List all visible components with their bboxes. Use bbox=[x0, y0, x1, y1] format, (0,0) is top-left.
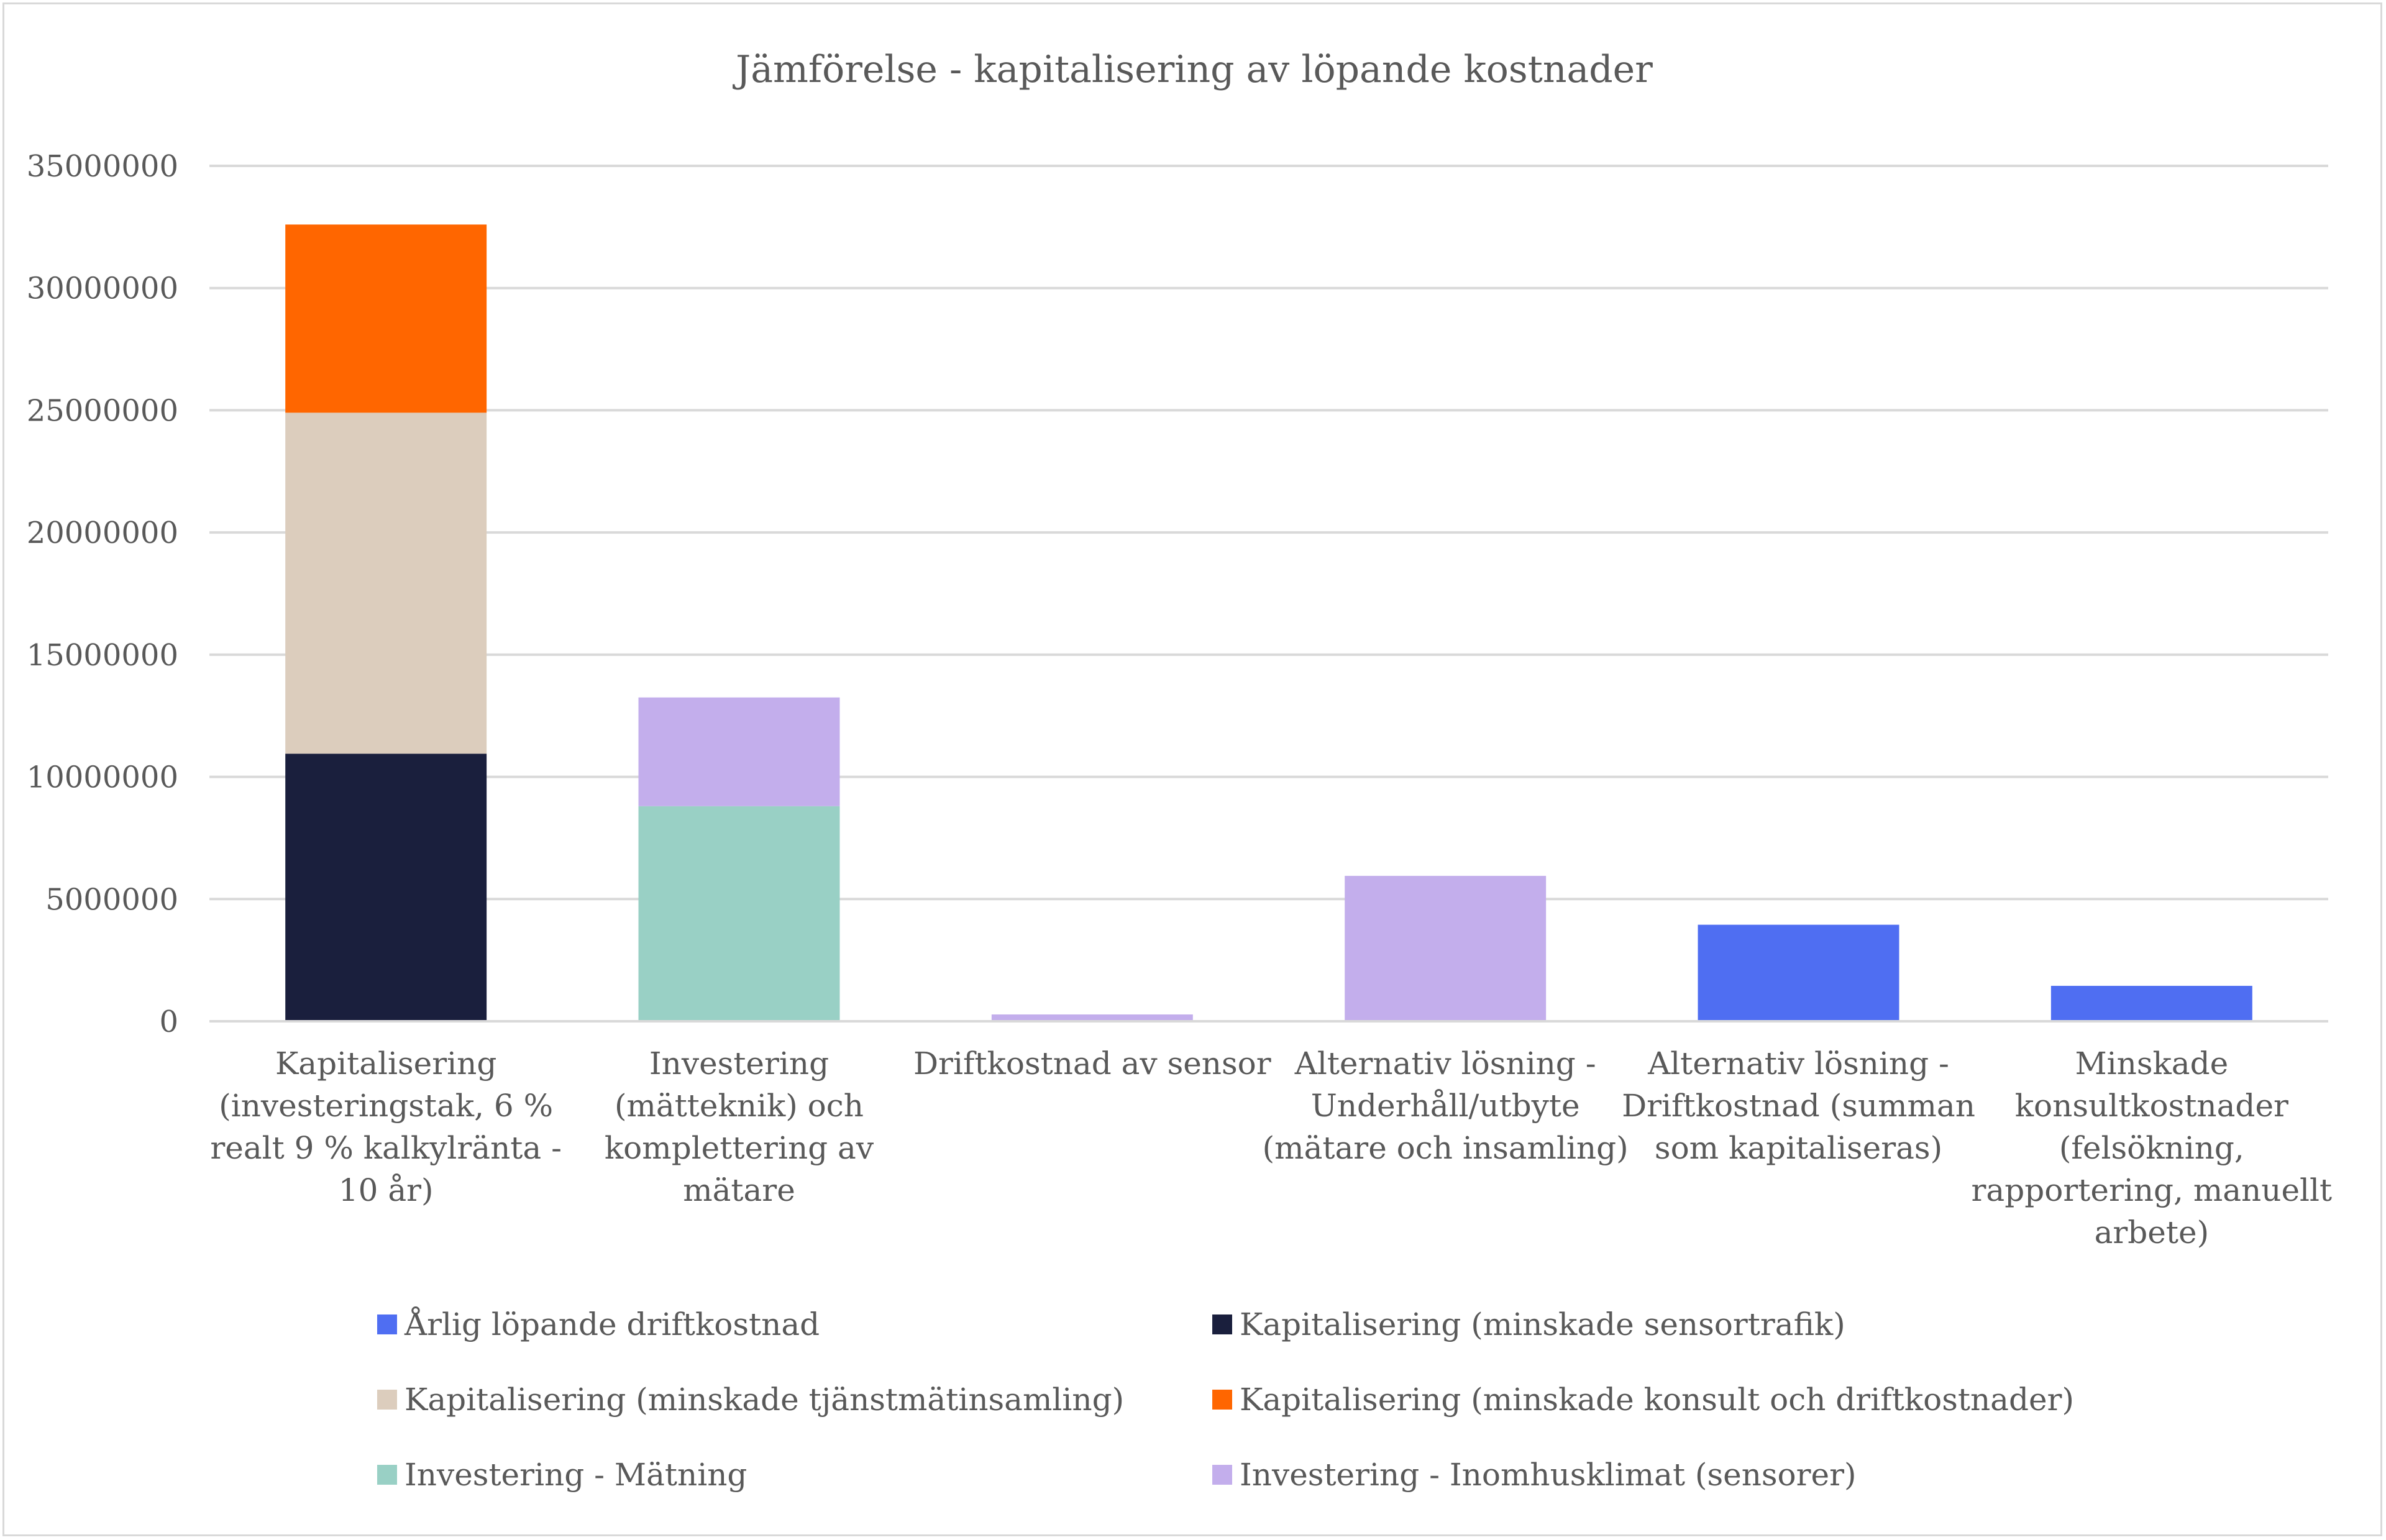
legend-swatch bbox=[1212, 1314, 1232, 1334]
legend-item: Kapitalisering (minskade sensortrafik) bbox=[1212, 1306, 1845, 1342]
legend-label: Kapitalisering (minskade konsult och dri… bbox=[1240, 1382, 2074, 1418]
y-tick-label: 0 bbox=[159, 1005, 178, 1039]
bar-segment bbox=[991, 1014, 1193, 1021]
bar-segment bbox=[285, 754, 487, 1021]
y-tick-label: 15000000 bbox=[27, 638, 178, 673]
legend-label: Årlig löpande driftkostnad bbox=[404, 1306, 820, 1342]
legend-label: Investering - Mätning bbox=[405, 1457, 747, 1493]
x-category-label: Alternativ lösning -Underhåll/utbyte (mät… bbox=[1263, 1046, 1629, 1166]
legend: Årlig löpande driftkostnad Kapitalisering… bbox=[377, 1306, 2074, 1493]
y-tick-label: 20000000 bbox=[27, 516, 178, 550]
bar-chart: Jämförelse - kapitalisering av löpande k… bbox=[27, 48, 2332, 1493]
bar-segment bbox=[638, 806, 840, 1021]
y-tick-label: 25000000 bbox=[27, 393, 178, 428]
bar-segment bbox=[1345, 875, 1547, 1021]
legend-label: Kapitalisering (minskade sensortrafik) bbox=[1240, 1306, 1845, 1342]
chart-title: Jämförelse - kapitalisering av löpande k… bbox=[732, 48, 1653, 91]
legend-item: Investering - Inomhusklimat (sensorer) bbox=[1212, 1457, 1857, 1493]
legend-swatch bbox=[1212, 1390, 1232, 1410]
y-tick-label: 10000000 bbox=[27, 760, 178, 795]
x-category-label: Kapitalisering (investeringstak, 6 % realt… bbox=[210, 1046, 562, 1208]
gridlines bbox=[209, 165, 2328, 901]
bar-segment bbox=[285, 412, 487, 754]
y-tick-label: 35000000 bbox=[27, 149, 178, 184]
legend-label: Kapitalisering (minskade tjänstmätinsaml… bbox=[405, 1382, 1124, 1418]
legend-label: Investering - Inomhusklimat (sensorer) bbox=[1240, 1457, 1857, 1493]
bars bbox=[285, 224, 2252, 1021]
x-category-label: Alternativ lösning -Driftkostnad (summan… bbox=[1622, 1046, 1975, 1166]
bar-segment bbox=[1698, 924, 1899, 1021]
y-tick-label: 5000000 bbox=[45, 882, 178, 917]
legend-swatch bbox=[377, 1465, 397, 1485]
bar-segment bbox=[638, 697, 840, 806]
y-tick-label: 30000000 bbox=[27, 271, 178, 306]
x-category-label: Minskade konsultkostnader (felsökning, rapp… bbox=[1972, 1046, 2333, 1251]
legend-item: Årlig löpande driftkostnad bbox=[377, 1306, 820, 1342]
legend-item: Kapitalisering (minskade tjänstmätinsaml… bbox=[377, 1382, 1124, 1418]
x-axis-category-labels: Kapitalisering (investeringstak, 6 % realt… bbox=[210, 1046, 2332, 1251]
y-axis-tick-labels: 0 5000000 10000000 15000000 20000000 25000000… bbox=[27, 149, 178, 1039]
legend-item: Investering - Mätning bbox=[377, 1457, 747, 1493]
x-category-label: Driftkostnad av sensor bbox=[913, 1046, 1271, 1082]
bar-segment bbox=[285, 224, 487, 413]
x-category-label: Investering (mätteknik) och komplettering … bbox=[605, 1046, 874, 1208]
bar-segment bbox=[2050, 985, 2252, 1021]
legend-swatch bbox=[377, 1314, 397, 1334]
legend-swatch bbox=[1212, 1465, 1232, 1485]
legend-item: Kapitalisering (minskade konsult och dri… bbox=[1212, 1382, 2074, 1418]
legend-swatch bbox=[377, 1390, 397, 1410]
